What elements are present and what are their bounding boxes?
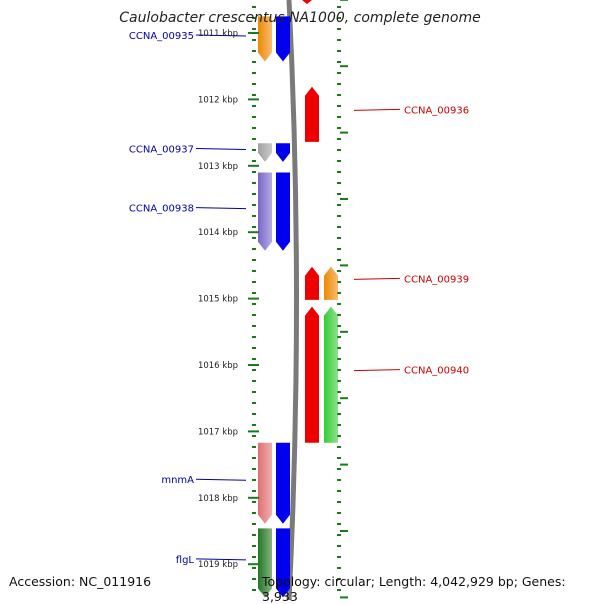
genome-backbone [286, 0, 299, 600]
kbp-tick-label: 1014 kbp [198, 228, 238, 238]
cog-feature-CCNA_00935 [258, 16, 272, 62]
cog-feature-mnmA [258, 442, 272, 524]
cds-arrow-CCNA_00938 [276, 172, 290, 251]
cds-arrow-CCNA_00936 [305, 86, 319, 142]
gene-label-CCNA_00937: CCNA_00937 [129, 145, 194, 156]
gene-label-mnmA: mnmA [161, 475, 194, 486]
label-leader-CCNA_00936 [353, 108, 401, 111]
kbp-tick-label: 1016 kbp [198, 361, 238, 371]
cds-arrow-CCNA_00935 [276, 16, 290, 62]
gene-label-CCNA_00936: CCNA_00936 [404, 105, 469, 116]
kbp-tick-label: 1017 kbp [198, 427, 238, 437]
kbp-tick-label: 1013 kbp [198, 162, 238, 172]
label-leader-CCNA_00939 [353, 277, 401, 280]
tick-marks [252, 0, 348, 599]
cog-feature-flgL [258, 528, 272, 598]
label-leader-CCNA_00935 [195, 34, 247, 37]
cog-feature-CCNA_00940 [324, 306, 338, 443]
gene-label-flgL: flgL [176, 555, 195, 566]
gene-label-CCNA_00940: CCNA_00940 [404, 366, 469, 377]
label-leader-CCNA_00937 [195, 148, 247, 151]
cds-arrow-CCNA_00937 [276, 143, 290, 162]
gene-labels: CCNA_00935 CCNA_00936 CCNA_00937 CCNA_00938… [129, 31, 469, 566]
gene-label-CCNA_00935: CCNA_00935 [129, 31, 194, 42]
cog-feature-CCNA_00938 [258, 172, 272, 251]
gene-label-CCNA_00939: CCNA_00939 [404, 274, 469, 285]
label-leader-mnmA [195, 478, 247, 481]
kbp-tick-label: 1015 kbp [198, 295, 238, 305]
cds-arrow-mnmA [276, 442, 290, 524]
kbp-tick-label: 1019 kbp [198, 560, 238, 570]
label-leader-CCNA_00938 [195, 207, 247, 210]
map-title: Caulobacter crescentus NA1000, complete … [119, 10, 481, 26]
label-leader-CCNA_00940 [353, 369, 401, 372]
kbp-tick-label: 1018 kbp [198, 494, 238, 504]
cds-arrow-CCNA_00940 [305, 306, 319, 443]
cds-arrow-CCNA_00939 [305, 266, 319, 300]
kbp-tick-label: 1011 kbp [198, 29, 238, 39]
kbp-tick-label: 1012 kbp [198, 95, 238, 105]
cds-arrow-offscreen [302, 0, 312, 4]
gene-label-CCNA_00938: CCNA_00938 [129, 204, 194, 215]
label-leader-flgL [195, 558, 247, 561]
cog-feature-CCNA_00937 [258, 143, 272, 162]
gene-features [258, 0, 338, 598]
accession-text: Accession: NC_011916 [9, 574, 152, 589]
cds-arrow-flgL [276, 528, 290, 598]
cog-feature-CCNA_00939 [324, 266, 338, 300]
kbp-axis-labels: 1011 kbp 1012 kbp 1013 kbp 1014 kbp 1015 kbp… [198, 29, 259, 570]
